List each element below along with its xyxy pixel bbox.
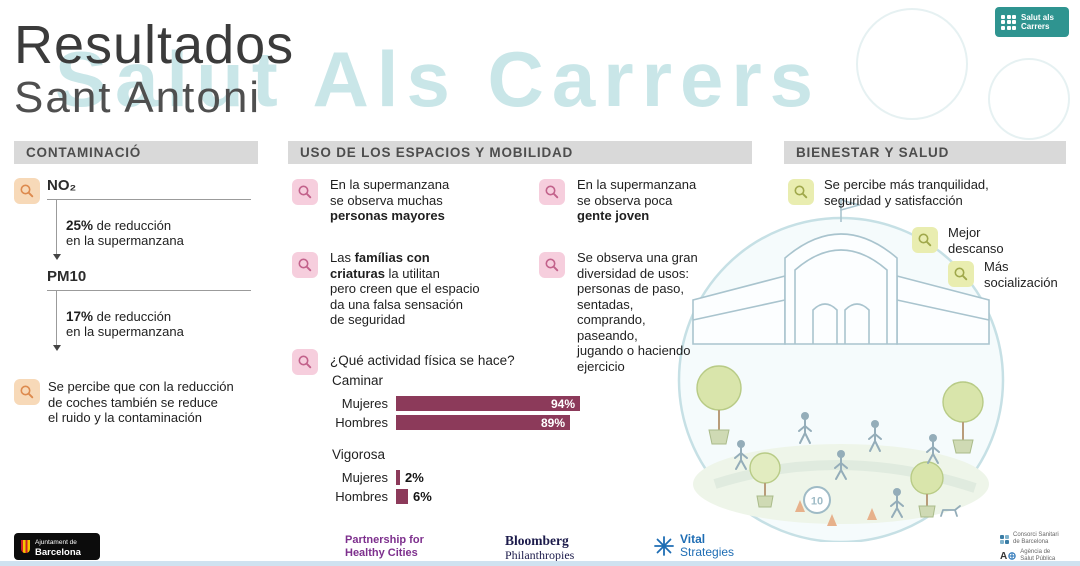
no2-reduction-text: de reducción en la supermanzana — [66, 217, 184, 249]
pm10-label: PM10 — [47, 268, 87, 285]
rule-line — [47, 290, 251, 291]
bottom-accent-strip — [0, 561, 1080, 566]
bar-value: 94% — [550, 396, 575, 411]
bar: 89% — [396, 415, 570, 430]
vigorosa-bar-chart: Mujeres 2% Hombres 6% — [330, 468, 432, 506]
people — [734, 412, 940, 518]
brand-name: Salut als Carrers — [1021, 13, 1054, 31]
magnifier-icon — [539, 252, 565, 278]
bar: 94% — [396, 396, 580, 411]
decorative-circle — [856, 8, 968, 120]
vital-strategies-logo: Vital Strategies — [653, 533, 734, 559]
rule-line — [47, 199, 251, 200]
wellbeing-tranquilidad: Se percibe más tranquilidad, seguridad y… — [824, 177, 989, 208]
pm10-reduction-value: 17% — [66, 308, 94, 324]
bar-row-vigorosa-hombres: Hombres 6% — [330, 487, 432, 506]
bar-label: Mujeres — [341, 470, 388, 485]
magnifier-icon — [912, 227, 938, 253]
magnifier-icon — [14, 379, 40, 405]
decorative-circle — [988, 58, 1070, 140]
partnership-healthy-cities-logo: Partnership for Healthy Cities — [345, 534, 424, 559]
magnifier-icon — [788, 179, 814, 205]
observation-diversidad-usos: Se observa una gran diversidad de usos: … — [577, 250, 698, 374]
bar-value: 2% — [405, 470, 424, 485]
header-contaminacio: CONTAMINACIÓ — [14, 141, 258, 164]
agencia-salut-publica-logo: A Agència de Salut Pública — [1000, 549, 1056, 562]
header-bienestar: BIENESTAR Y SALUD — [784, 141, 1066, 164]
dog — [940, 505, 961, 517]
bar-label: Mujeres — [341, 396, 388, 411]
activity-question: ¿Qué actividad física se hace? — [330, 353, 515, 368]
pm10-reduction-text: de reducción en la supermanzana — [66, 308, 184, 340]
no2-label: NO₂ — [47, 177, 77, 194]
barcelona-shield-icon — [21, 540, 30, 553]
header-uso-espacios: USO DE LOS ESPACIOS Y MOBILIDAD — [288, 141, 752, 164]
cones — [795, 500, 877, 526]
market-illustration: 10 — [677, 198, 1005, 542]
observation-gente-joven: En la supermanzana se observa poca gente… — [577, 177, 697, 223]
wellbeing-socializacion: Más socialización — [984, 259, 1058, 290]
consorci-sanitari-logo: Consorci Sanitari de Barcelona — [1000, 532, 1059, 546]
magnifier-icon — [292, 179, 318, 205]
observation-personas-mayores: En la supermanzana se observa muchas per… — [330, 177, 450, 223]
speed-sign: 10 — [803, 486, 831, 514]
bar-label: Hombres — [335, 415, 388, 430]
bar-value: 6% — [413, 489, 432, 504]
bar-label: Hombres — [335, 489, 388, 504]
vigorosa-label: Vigorosa — [332, 447, 386, 462]
page-title-line1: Resultados — [14, 15, 295, 75]
bar — [396, 489, 408, 504]
page-title-line2: Sant Antoni — [14, 73, 262, 122]
pm10-reduction: 17% de reducción en la supermanzana — [52, 290, 256, 350]
caminar-label: Caminar — [332, 373, 384, 388]
bar-row-vigorosa-mujeres: Mujeres 2% — [330, 468, 432, 487]
wellbeing-descanso: Mejor descanso — [948, 225, 1004, 256]
bar-row-caminar-hombres: Hombres 89% — [330, 413, 580, 432]
page-title: Resultados Sant Antoni — [14, 16, 294, 122]
csb-icon — [1000, 534, 1009, 544]
trees — [696, 365, 984, 495]
bloomberg-philanthropies-logo: Bloomberg Philanthropies — [505, 533, 575, 563]
magnifier-icon — [14, 178, 40, 204]
magnifier-icon — [292, 252, 318, 278]
observation-familias: Las famílias con criaturas la utilitan p… — [330, 250, 480, 327]
magnifier-icon — [539, 179, 565, 205]
magnifier-icon — [292, 349, 318, 375]
no2-reduction: 25% de reducción en la supermanzana — [52, 199, 256, 259]
caminar-bar-chart: Mujeres 94% Hombres 89% — [330, 394, 580, 432]
no2-reduction-value: 25% — [66, 217, 94, 233]
planters — [708, 429, 974, 518]
salut-als-carrers-logo: Salut als Carrers — [995, 7, 1069, 37]
market-building — [692, 198, 990, 345]
aspb-icon: A — [1000, 551, 1016, 561]
magnifier-icon — [948, 261, 974, 287]
ajuntament-barcelona-logo: Ajuntament de Barcelona — [14, 533, 100, 560]
health-agencies-logos: Consorci Sanitari de Barcelona A Agència… — [1000, 532, 1059, 566]
starburst-icon — [654, 536, 674, 556]
bar — [396, 470, 400, 485]
bar-row-caminar-mujeres: Mujeres 94% — [330, 394, 580, 413]
svg-text:10: 10 — [811, 496, 823, 508]
contamination-note: Se percibe que con la reducción de coche… — [48, 379, 234, 425]
grid-icon — [1001, 14, 1016, 30]
watermark-text: Salut Als Carrers — [55, 35, 822, 123]
bar-value: 89% — [540, 415, 565, 430]
